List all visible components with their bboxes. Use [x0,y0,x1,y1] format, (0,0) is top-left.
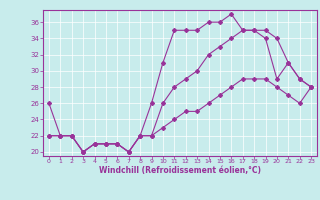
X-axis label: Windchill (Refroidissement éolien,°C): Windchill (Refroidissement éolien,°C) [99,166,261,175]
